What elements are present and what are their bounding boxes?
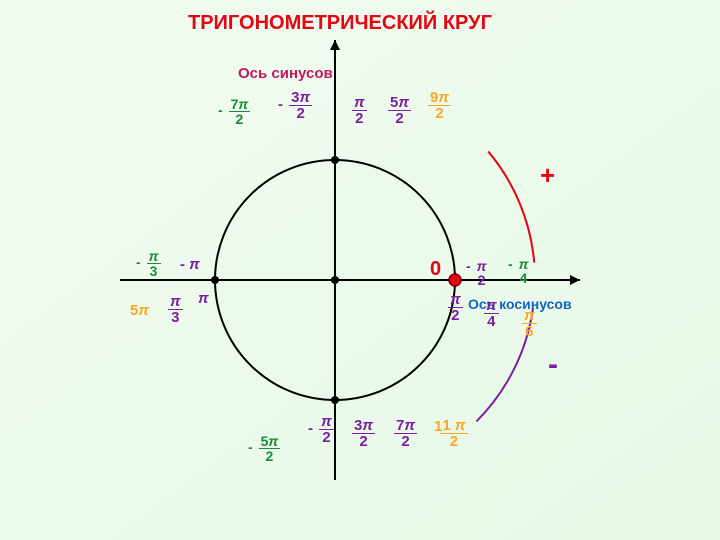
angle-4pi: π4 bbox=[484, 298, 499, 329]
title: ТРИГОНОМЕТРИЧЕСКИЙ КРУГ bbox=[188, 12, 492, 35]
direction-plus: + bbox=[540, 160, 555, 191]
angle-6pi: π6 bbox=[522, 308, 537, 339]
angle-9pi2: 9π2 bbox=[428, 90, 451, 121]
angle-m5pi2: - 5π2 bbox=[248, 434, 280, 463]
angle-m7pi2: - 7π2 bbox=[218, 97, 250, 126]
angle-5pi2t: 5π2 bbox=[388, 95, 411, 126]
angle-5pi: 5π bbox=[130, 302, 149, 319]
angle-m3pi2: - 3π2 bbox=[278, 90, 312, 121]
angle-2pi: π2 bbox=[448, 292, 463, 323]
angle-3pi2b: 3π2 bbox=[352, 418, 375, 449]
angle-m4pi: - π 4 bbox=[508, 256, 529, 285]
angle-m3pi: - π3 bbox=[136, 249, 161, 278]
angle-m2pi: - π 2 bbox=[466, 258, 487, 287]
angle-pi: π bbox=[198, 290, 209, 307]
angle-3pi: π3 bbox=[168, 294, 183, 325]
zero-label: 0 bbox=[430, 258, 441, 281]
angle-7pi2b: 7π2 bbox=[394, 418, 417, 449]
angle-mpi2b: - π2 bbox=[308, 414, 334, 445]
angle-mpi: - π bbox=[180, 256, 200, 273]
axis-label-sin: Ось синусов bbox=[238, 65, 333, 82]
labels-layer: ТРИГОНОМЕТРИЧЕСКИЙ КРУГОсь синусовОсь ко… bbox=[0, 0, 720, 540]
angle-pi2t: π2 bbox=[352, 95, 367, 126]
direction-minus: - bbox=[548, 348, 558, 382]
angle-11pi2: 1 1 π2 bbox=[434, 418, 468, 449]
